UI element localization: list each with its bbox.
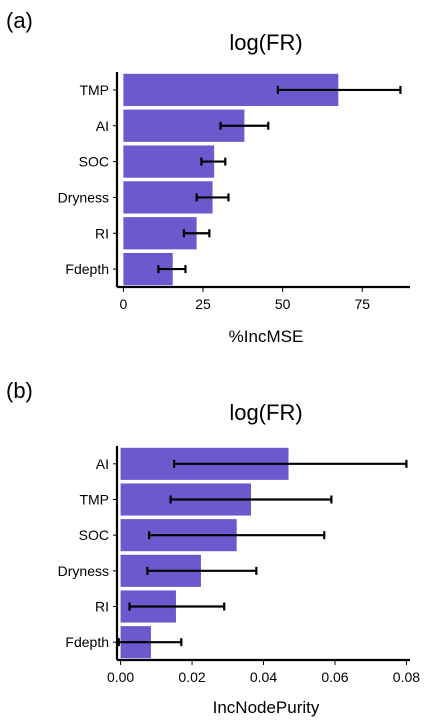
chart-title: log(FR) xyxy=(229,400,302,425)
category-label: Fdepth xyxy=(65,634,109,650)
x-axis-title: %IncMSE xyxy=(229,327,304,346)
x-tick-label: 0.08 xyxy=(393,669,420,685)
x-tick-label: 50 xyxy=(275,296,291,312)
category-label: Dryness xyxy=(58,189,109,205)
category-label: SOC xyxy=(79,527,109,543)
x-tick-label: 0 xyxy=(119,296,127,312)
category-label: AI xyxy=(96,118,109,134)
panel-label: (b) xyxy=(6,378,33,403)
panel-label: (a) xyxy=(6,8,33,33)
category-label: TMP xyxy=(79,82,109,98)
category-label: Dryness xyxy=(58,563,109,579)
category-label: Fdepth xyxy=(65,261,109,277)
category-label: AI xyxy=(96,456,109,472)
category-label: RI xyxy=(95,225,109,241)
x-tick-label: 0.00 xyxy=(107,669,134,685)
x-axis-title: IncNodePurity xyxy=(213,698,320,717)
chart-panel-b: (b) log(FR) IncNodePurity AI TMP SOC Drynes… xyxy=(6,378,420,717)
x-tick-label: 0.02 xyxy=(178,669,205,685)
x-tick-label: 25 xyxy=(195,296,211,312)
bar xyxy=(123,145,215,178)
chart-title: log(FR) xyxy=(229,30,302,55)
x-tick-label: 75 xyxy=(354,296,370,312)
x-tick-label: 0.04 xyxy=(250,669,277,685)
category-label: SOC xyxy=(79,154,109,170)
category-label: RI xyxy=(95,599,109,615)
x-tick-label: 0.06 xyxy=(321,669,348,685)
category-label: TMP xyxy=(79,492,109,508)
chart-panel-a: (a) log(FR) %IncMSE TMP AI SOC Dryness RI Fde… xyxy=(6,8,410,346)
